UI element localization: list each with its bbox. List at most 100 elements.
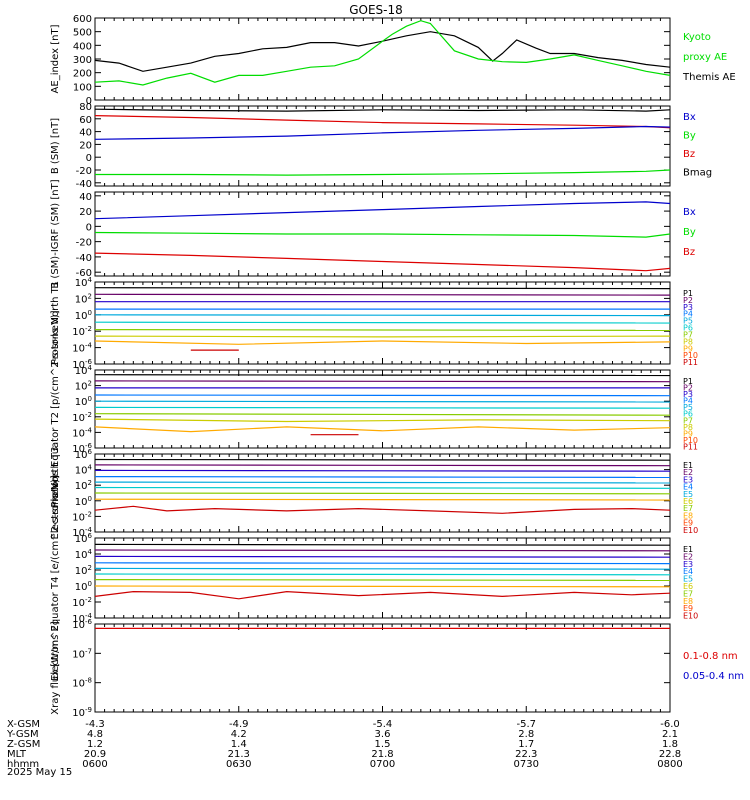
ephemeris-value: 21.3 bbox=[228, 749, 250, 760]
y-axis-label: Xray flux [W/m^2] bbox=[50, 621, 61, 715]
y-tick-label: 80 bbox=[79, 102, 92, 113]
series-line-p9 bbox=[94, 426, 671, 433]
y-tick-label: 300 bbox=[73, 55, 92, 66]
y-tick-label: 104 bbox=[75, 276, 93, 289]
ephemeris-value: -5.4 bbox=[373, 719, 393, 730]
legend-entry: By bbox=[683, 131, 696, 142]
y-tick-label: 10-4 bbox=[72, 612, 92, 625]
ephemeris-value: -4.3 bbox=[85, 719, 105, 730]
ephemeris-value: 0800 bbox=[657, 759, 682, 770]
y-axis-label: B (SM) [nT] bbox=[50, 118, 61, 174]
legend-entry: P3 bbox=[683, 390, 693, 399]
ephemeris-value: -5.7 bbox=[516, 719, 536, 730]
legend-entry: P7 bbox=[683, 330, 693, 339]
y-tick-label: 40 bbox=[79, 192, 92, 203]
series-line-bmag bbox=[94, 108, 671, 112]
series-line-by bbox=[95, 169, 671, 176]
legend-entry: P5 bbox=[683, 317, 693, 326]
series-line-e8 bbox=[94, 498, 671, 501]
legend-entry: P1 bbox=[683, 289, 693, 298]
series-line-e5 bbox=[94, 481, 671, 484]
y-tick-label: 100 bbox=[73, 82, 92, 93]
legend-entry: E1 bbox=[683, 545, 693, 554]
y-tick-label: 100 bbox=[75, 495, 92, 508]
ephemeris-row-label: Y-GSM bbox=[6, 729, 39, 740]
series-line-e6 bbox=[94, 486, 671, 489]
y-tick-label: 10-9 bbox=[72, 706, 92, 719]
y-tick-label: 10-2 bbox=[72, 325, 92, 338]
y-axis-label: B (SM)-IGRF (SM) [nT] bbox=[50, 179, 61, 288]
ephemeris-row-label: hhmm bbox=[7, 759, 39, 770]
y-tick-label: 106 bbox=[75, 448, 93, 461]
ephemeris-row-label: X-GSM bbox=[7, 719, 40, 730]
ephemeris-value: 0630 bbox=[226, 759, 251, 770]
y-tick-label: 0 bbox=[86, 96, 92, 107]
legend-entry: P10 bbox=[683, 351, 698, 360]
ephemeris-value: 1.2 bbox=[87, 739, 103, 750]
legend-entry: Bx bbox=[683, 207, 696, 218]
series-line-p7 bbox=[94, 329, 671, 331]
legend-entry: E5 bbox=[683, 490, 693, 499]
y-tick-label: 10-6 bbox=[72, 618, 92, 631]
y-tick-label: 102 bbox=[75, 564, 92, 577]
ephemeris-value: 0700 bbox=[370, 759, 395, 770]
ephemeris-value: 4.8 bbox=[87, 729, 103, 740]
series-line-p6 bbox=[94, 321, 671, 324]
y-tick-label: 10-8 bbox=[72, 677, 92, 690]
series-line-e4 bbox=[94, 476, 671, 478]
legend-entry: P6 bbox=[683, 324, 693, 333]
y-tick-label: -20 bbox=[76, 238, 92, 249]
series-line-p1 bbox=[94, 374, 671, 377]
plot-title: GOES-18 bbox=[349, 3, 403, 17]
y-tick-label: 102 bbox=[75, 479, 92, 492]
legend-entry: P4 bbox=[683, 397, 693, 406]
series-line-bx bbox=[94, 125, 671, 140]
panel-3: -60 -40 -20 0 20 40 B (SM)-IGRF (SM) [nT] Bx By B… bbox=[50, 179, 696, 288]
y-tick-label: 0 bbox=[86, 153, 92, 164]
series-line-p5 bbox=[94, 314, 671, 317]
ephemeris-value: 20.9 bbox=[84, 749, 106, 760]
series-line-p6 bbox=[94, 406, 671, 409]
legend-entry: P11 bbox=[683, 358, 698, 367]
ephemeris-value: 0730 bbox=[514, 759, 539, 770]
legend-entry: E9 bbox=[683, 519, 693, 528]
panel-1: 0 100 200 300 400 500 600 AE_index [nT] Kyoto pro… bbox=[50, 14, 736, 107]
y-tick-label: 100 bbox=[75, 309, 92, 322]
legend-entry: By bbox=[683, 227, 696, 238]
series-line-e8 bbox=[94, 585, 671, 588]
series-line-e2 bbox=[94, 464, 671, 467]
legend-entry: Kyoto bbox=[683, 32, 711, 43]
y-tick-label: 10-2 bbox=[72, 596, 92, 609]
series-line-bz bbox=[94, 115, 671, 129]
legend-entry: proxy AE bbox=[683, 52, 727, 63]
y-tick-label: 10-4 bbox=[72, 426, 92, 439]
series-line-p2 bbox=[94, 380, 671, 383]
y-tick-label: 10-2 bbox=[72, 411, 92, 424]
series-line-e4 bbox=[94, 562, 671, 565]
series-line-e5 bbox=[94, 567, 671, 570]
series-line-p8 bbox=[94, 418, 671, 423]
ephemeris-value: 4.2 bbox=[231, 729, 247, 740]
legend-entry: P7 bbox=[683, 416, 693, 425]
legend-entry: Themis AE bbox=[682, 72, 736, 83]
legend-entry: E3 bbox=[683, 475, 693, 484]
legend-entry: P4 bbox=[683, 310, 693, 319]
y-axis-label: Protons Equator T2 [p/(cm^2-s-sr-keV)] bbox=[50, 310, 61, 507]
ephemeris-value: 1.7 bbox=[518, 739, 534, 750]
y-axis-label: Electrons Equator T4 [e/(cm^2-s-sr-keV)] bbox=[50, 475, 61, 681]
y-tick-label: 104 bbox=[75, 548, 93, 561]
series-line-e2 bbox=[94, 549, 671, 552]
panel-6: 10-4 10-2 100 102 104 106 Electrons North T3 E1… bbox=[50, 446, 698, 539]
legend-entry: Bz bbox=[683, 247, 695, 258]
series-line-e3 bbox=[94, 555, 671, 558]
ephemeris-value: 1.5 bbox=[375, 739, 391, 750]
legend-entry: P5 bbox=[683, 403, 693, 412]
y-tick-label: 20 bbox=[79, 207, 92, 218]
ephemeris-value: 22.8 bbox=[659, 749, 681, 760]
series-line-p2 bbox=[94, 293, 671, 296]
y-axis-label: Protons North T1 bbox=[50, 281, 61, 365]
series-line-kyoto-proxy-ae bbox=[94, 20, 671, 86]
